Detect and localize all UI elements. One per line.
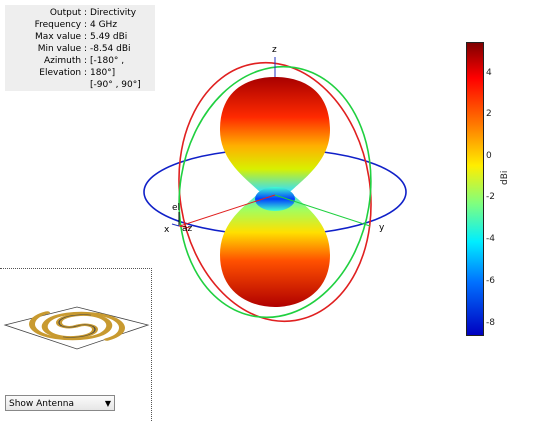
colorbar-tick: 2 [486, 109, 492, 119]
y-axis-line [274, 194, 371, 227]
colorbar [466, 42, 484, 336]
colorbar-tick: -8 [486, 318, 495, 328]
elevation-ring-green [178, 65, 372, 319]
antenna-display-select-value: Show Antenna [9, 399, 74, 409]
info-row-elevation: Elevation : 180°] [5, 67, 155, 79]
info-value: 5.49 dBi [90, 32, 128, 42]
info-value: 4 GHz [90, 20, 118, 30]
info-row-output: Output : Directivity [5, 7, 155, 19]
info-value: [-180° , [90, 56, 125, 66]
info-value: 180°] [90, 68, 116, 78]
info-value: [-90° , 90°] [90, 80, 141, 90]
x-axis-line [179, 194, 276, 227]
antenna-preview-panel [0, 268, 152, 421]
colorbar-tick: -2 [486, 192, 495, 202]
info-key: Output : [49, 8, 87, 18]
x-axis-label: x [164, 225, 170, 235]
triad-az [178, 225, 191, 229]
info-value: -8.54 dBi [90, 44, 131, 54]
spiral-antenna-icon [29, 311, 125, 341]
info-row-frequency: Frequency : 4 GHz [5, 19, 155, 31]
antenna-display-select[interactable]: Show Antenna ▼ [5, 395, 115, 411]
upper-lobe [220, 77, 330, 192]
colorbar-tick: -4 [486, 234, 495, 244]
info-row-elevation-range: [-90° , 90°] [5, 79, 155, 91]
az-axis-label: az [182, 224, 193, 234]
lobe-waist [255, 187, 295, 211]
info-panel: Output : Directivity Frequency : 4 GHz M… [5, 5, 155, 91]
info-key: Max value : [35, 32, 87, 42]
colorbar-tick: -6 [486, 276, 495, 286]
chevron-down-icon[interactable]: ▼ [104, 399, 111, 408]
colorbar-label: dBi [500, 170, 510, 185]
info-key: Min value : [37, 44, 87, 54]
colorbar-gradient [466, 42, 484, 336]
spiral-antenna-preview [3, 306, 150, 350]
colorbar-tick: 4 [486, 68, 492, 78]
y-axis-label: y [379, 223, 385, 233]
colorbar-tick: 0 [486, 151, 492, 161]
info-key: Elevation : [39, 68, 87, 78]
info-row-min: Min value : -8.54 dBi [5, 43, 155, 55]
info-key: Frequency : [34, 20, 87, 30]
el-axis-label: el [172, 203, 181, 213]
info-value: Directivity [90, 8, 137, 18]
triad-x [171, 223, 180, 227]
elevation-ring-red [178, 61, 372, 323]
z-axis-label: z [272, 45, 277, 55]
info-row-azimuth: Azimuth : [-180° , [5, 55, 155, 67]
info-row-max: Max value : 5.49 dBi [5, 31, 155, 43]
info-key: Azimuth : [44, 56, 87, 66]
lower-lobe [220, 192, 330, 307]
